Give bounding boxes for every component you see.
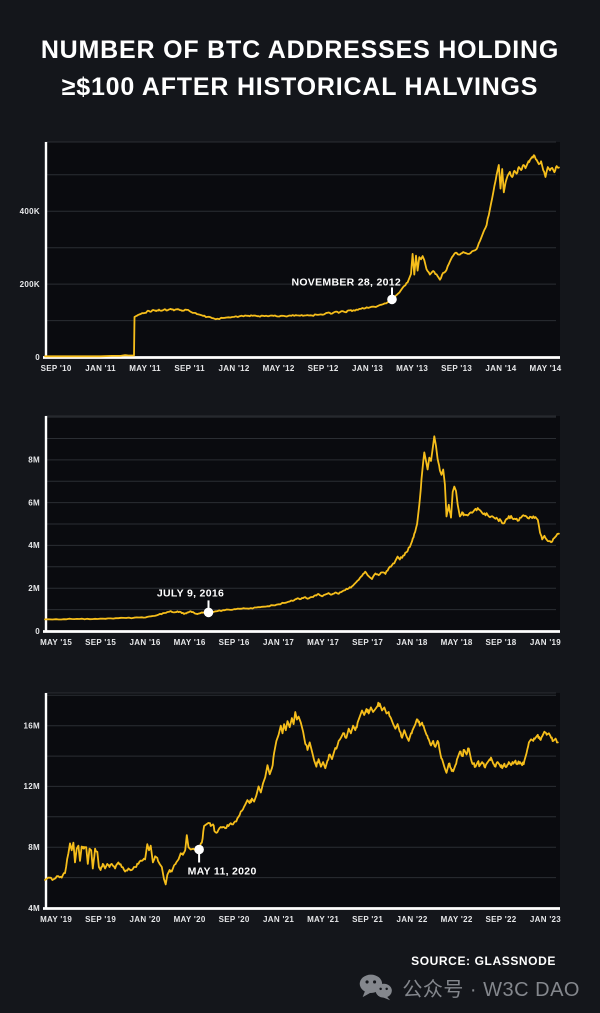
svg-text:MAY '21: MAY '21: [307, 915, 339, 924]
annotation-label: JULY 9, 2016: [157, 587, 224, 599]
halving-annotation: JULY 9, 2016: [157, 587, 224, 618]
annotation-dot: [203, 607, 214, 618]
svg-text:0: 0: [35, 627, 40, 636]
svg-text:JAN '23: JAN '23: [530, 915, 561, 924]
svg-text:SEP '11: SEP '11: [174, 364, 205, 373]
svg-text:SEP '15: SEP '15: [85, 638, 116, 647]
halving-chart-2016-plot: 0 2M 4M 6M 8M MAY '15 SEP '15 JAN '16 MAY '16 SEP…: [28, 415, 561, 647]
svg-text:MAY '15: MAY '15: [40, 638, 72, 647]
annotation-label: NOVEMBER 28, 2012: [291, 276, 401, 288]
svg-text:8M: 8M: [28, 456, 40, 465]
halving-chart-2020: 4M 8M 12M 16M MAY '19 SEP '19 JAN '20 MAY '20 SE…: [0, 691, 600, 941]
svg-text:SEP '13: SEP '13: [441, 364, 472, 373]
svg-text:MAY '14: MAY '14: [529, 364, 561, 373]
data-line: [44, 154, 560, 358]
y-axis-labels: 0 200K 400K: [20, 207, 40, 362]
title-line-2: ≥$100 AFTER HISTORICAL HALVINGS: [61, 73, 539, 101]
svg-text:2M: 2M: [28, 584, 40, 593]
svg-text:SEP '17: SEP '17: [352, 638, 383, 647]
svg-text:0: 0: [35, 353, 40, 362]
halving-chart-2012-plot: 0 200K 400K SEP '10 JAN '11 MAY '11 SEP '11 JAN…: [20, 141, 562, 373]
halving-annotation: NOVEMBER 28, 2012: [291, 276, 401, 305]
title-line-1: NUMBER OF BTC ADDRESSES HOLDING: [40, 36, 560, 64]
svg-text:JAN '14: JAN '14: [485, 364, 516, 373]
svg-text:JAN '22: JAN '22: [397, 915, 428, 924]
annotation-dot: [387, 294, 397, 305]
svg-text:SEP '22: SEP '22: [486, 915, 517, 924]
svg-text:MAY '20: MAY '20: [174, 915, 206, 924]
halving-annotation: MAY 11, 2020: [188, 844, 257, 878]
svg-text:MAY '12: MAY '12: [263, 364, 295, 373]
svg-text:JAN '19: JAN '19: [530, 638, 561, 647]
svg-text:6M: 6M: [28, 498, 40, 507]
svg-text:JAN '18: JAN '18: [397, 638, 428, 647]
svg-text:8M: 8M: [28, 843, 40, 852]
gridlines: [45, 141, 556, 322]
svg-text:MAY '17: MAY '17: [307, 638, 339, 647]
svg-text:SEP '10: SEP '10: [41, 364, 72, 373]
halving-chart-2020-plot: 4M 8M 12M 16M MAY '19 SEP '19 JAN '20 MAY '20 SE…: [24, 692, 561, 924]
svg-text:SEP '18: SEP '18: [486, 638, 517, 647]
svg-text:SEP '21: SEP '21: [352, 915, 383, 924]
wechat-icon: [360, 974, 393, 1001]
svg-text:SEP '12: SEP '12: [308, 364, 339, 373]
svg-text:16M: 16M: [24, 722, 40, 731]
svg-text:4M: 4M: [28, 541, 40, 550]
svg-text:12M: 12M: [24, 782, 40, 791]
halving-chart-2012: 0 200K 400K SEP '10 JAN '11 MAY '11 SEP '11 JAN…: [0, 140, 600, 390]
data-line: [44, 435, 560, 621]
svg-text:MAY '11: MAY '11: [129, 364, 161, 373]
plot-background: [45, 142, 560, 357]
svg-text:JAN '20: JAN '20: [130, 915, 161, 924]
svg-text:4M: 4M: [28, 904, 40, 913]
x-axis-labels: MAY '19 SEP '19 JAN '20 MAY '20 SEP '20 JAN '…: [40, 915, 561, 924]
annotation-label: MAY 11, 2020: [188, 866, 257, 878]
x-axis-labels: SEP '10 JAN '11 MAY '11 SEP '11 JAN '12 MAY '…: [41, 364, 562, 373]
y-axis-labels: 4M 8M 12M 16M: [24, 722, 40, 913]
svg-text:JAN '21: JAN '21: [263, 915, 294, 924]
svg-text:SEP '20: SEP '20: [219, 915, 250, 924]
svg-text:JAN '13: JAN '13: [352, 364, 383, 373]
svg-text:200K: 200K: [20, 280, 40, 289]
source-label: SOURCE: GLASSNODE: [411, 954, 556, 968]
y-axis-labels: 0 2M 4M 6M 8M: [28, 456, 40, 636]
page-title: NUMBER OF BTC ADDRESSES HOLDING ≥$100 AF…: [0, 32, 600, 106]
svg-text:MAY '22: MAY '22: [441, 915, 473, 924]
wechat-watermark: 公众号 · W3C DAO: [359, 972, 580, 1002]
svg-text:SEP '19: SEP '19: [85, 915, 116, 924]
svg-text:MAY '18: MAY '18: [441, 638, 473, 647]
svg-text:JAN '16: JAN '16: [130, 638, 161, 647]
watermark-text: 公众号 · W3C DAO: [402, 978, 580, 1001]
svg-text:MAY '16: MAY '16: [174, 638, 206, 647]
gridlines: [45, 415, 556, 611]
gridlines: [45, 692, 556, 879]
annotation-dot: [194, 844, 204, 855]
data-line: [44, 701, 559, 886]
svg-text:MAY '13: MAY '13: [396, 364, 428, 373]
svg-text:MAY '19: MAY '19: [40, 915, 72, 924]
svg-text:400K: 400K: [20, 207, 40, 216]
svg-text:JAN '11: JAN '11: [85, 364, 116, 373]
svg-text:JAN '17: JAN '17: [263, 638, 294, 647]
x-axis-labels: MAY '15 SEP '15 JAN '16 MAY '16 SEP '16 JAN '…: [40, 638, 561, 647]
halving-chart-2016: 0 2M 4M 6M 8M MAY '15 SEP '15 JAN '16 MAY '16 SEP…: [0, 414, 600, 664]
svg-text:JAN '12: JAN '12: [219, 364, 250, 373]
svg-text:SEP '16: SEP '16: [219, 638, 250, 647]
